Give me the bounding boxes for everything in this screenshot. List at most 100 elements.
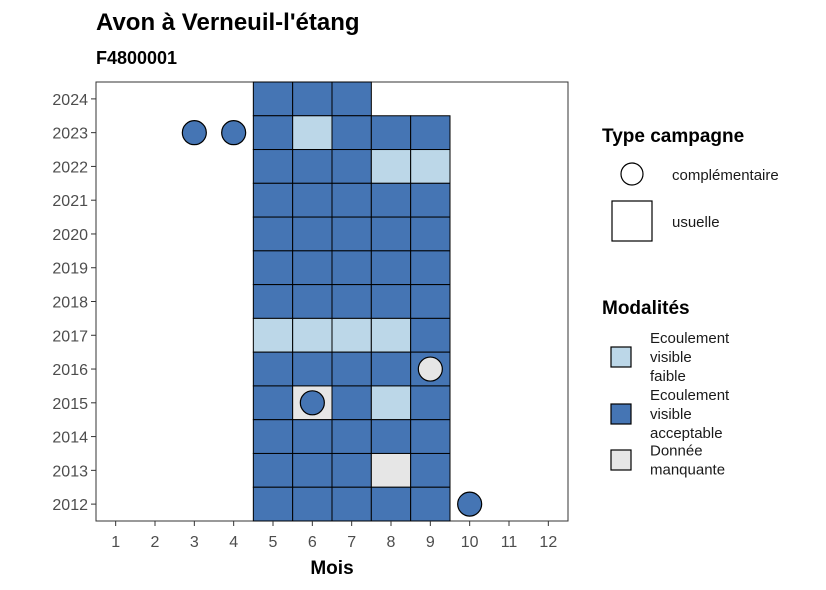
point-2016-9 — [417, 356, 443, 382]
cell-2014-7 — [331, 419, 372, 454]
cell-2019-9 — [410, 250, 451, 286]
legend-label-faible: Ecoulement visible faible — [650, 330, 730, 385]
legend-type-complementaire: complémentaire — [672, 167, 779, 184]
y-tick-label: 2018 — [52, 295, 88, 312]
legend-modalites: Modalités Ecoulement visible faibleEcoulem… — [602, 298, 730, 479]
cell-2024-6 — [292, 81, 333, 117]
legend-key-manquante — [610, 449, 632, 471]
y-tick-label: 2015 — [52, 396, 88, 413]
x-tick-label: 3 — [190, 534, 199, 551]
cell-2023-7 — [331, 115, 372, 151]
cell-2020-8 — [370, 216, 412, 252]
cell-2023-9 — [410, 115, 451, 151]
y-tick-label: 2013 — [52, 463, 88, 480]
cell-2021-7 — [331, 182, 372, 218]
cell-2023-5 — [252, 115, 294, 151]
x-tick-label: 7 — [347, 534, 356, 551]
cell-2020-5 — [252, 216, 294, 252]
cell-2021-8 — [370, 182, 412, 218]
point-2023-4 — [221, 120, 247, 146]
x-tick-label: 12 — [539, 534, 557, 551]
legend-circle-icon — [620, 162, 644, 186]
cell-2021-6 — [292, 182, 333, 218]
x-axis-title: Mois — [310, 558, 353, 579]
cell-2017-7 — [331, 317, 372, 353]
x-tick-label: 5 — [269, 534, 278, 551]
cell-2022-7 — [331, 149, 372, 184]
cell-2013-9 — [410, 452, 451, 488]
point-2023-3 — [181, 120, 207, 146]
cell-2015-5 — [252, 385, 294, 421]
cell-2013-7 — [331, 452, 372, 488]
point-2012-10 — [457, 491, 483, 517]
x-tick-label: 2 — [151, 534, 160, 551]
cell-2017-8 — [370, 317, 412, 353]
legend-label-manquante: Donnée manquante — [650, 443, 725, 479]
cell-2022-8 — [370, 149, 412, 184]
y-tick-label: 2021 — [52, 193, 88, 210]
y-tick-label: 2023 — [52, 126, 88, 143]
legend-key-acceptable — [610, 403, 632, 425]
cell-2017-5 — [252, 317, 294, 353]
y-tick-label: 2016 — [52, 362, 88, 379]
cell-2014-9 — [410, 419, 451, 454]
cell-2018-8 — [370, 284, 412, 319]
y-tick-label: 2012 — [52, 497, 88, 514]
x-tick-label: 10 — [461, 534, 479, 551]
cell-2015-7 — [331, 385, 372, 421]
cell-2015-8 — [370, 385, 412, 421]
legend-square-icon — [611, 200, 653, 242]
cell-2022-9 — [410, 149, 451, 184]
cell-2012-9 — [410, 486, 451, 522]
y-tick-label: 2014 — [52, 430, 88, 447]
legend-key-faible — [610, 346, 632, 368]
cell-2016-8 — [370, 351, 412, 387]
cell-2012-8 — [370, 486, 412, 522]
cell-2013-6 — [292, 452, 333, 488]
heatmap-cells — [252, 81, 451, 522]
cell-2014-5 — [252, 419, 294, 454]
y-tick-label: 2017 — [52, 328, 88, 345]
cell-2018-9 — [410, 284, 451, 319]
cell-2018-5 — [252, 284, 294, 319]
cell-2022-5 — [252, 149, 294, 184]
y-axis: 2012 2013 2014 2015 2016 2017 2018 2019 2020 2021… — [52, 92, 96, 514]
cell-2018-7 — [331, 284, 372, 319]
cell-2015-9 — [410, 385, 451, 421]
cell-2019-5 — [252, 250, 294, 286]
cell-2018-6 — [292, 284, 333, 319]
x-tick-label: 4 — [229, 534, 238, 551]
cell-2020-7 — [331, 216, 372, 252]
cell-2023-8 — [370, 115, 412, 151]
cell-2024-7 — [331, 81, 372, 117]
y-tick-label: 2020 — [52, 227, 88, 244]
x-tick-label: 6 — [308, 534, 317, 551]
x-tick-label: 8 — [387, 534, 396, 551]
cell-2016-6 — [292, 351, 333, 387]
cell-2020-6 — [292, 216, 333, 252]
cell-2021-5 — [252, 182, 294, 218]
cell-2012-5 — [252, 486, 294, 522]
y-tick-label: 2022 — [52, 159, 88, 176]
cell-2012-6 — [292, 486, 333, 522]
cell-2023-6 — [292, 115, 333, 151]
cell-2017-9 — [410, 317, 451, 353]
x-tick-label: 1 — [111, 534, 120, 551]
cell-2022-6 — [292, 149, 333, 184]
legend-type-title: Type campagne — [602, 126, 744, 147]
cell-2016-7 — [331, 351, 372, 387]
cell-2012-7 — [331, 486, 372, 522]
cell-2019-7 — [331, 250, 372, 286]
legend-type-usuelle: usuelle — [672, 214, 720, 231]
chart-title: Avon à Verneuil-l'étang — [96, 9, 360, 36]
cell-2019-8 — [370, 250, 412, 286]
legend-type-campagne: Type campagne complémentaire usuelle — [602, 126, 779, 242]
legend-modalites-title: Modalités — [602, 298, 690, 319]
cell-2019-6 — [292, 250, 333, 286]
cell-2014-8 — [370, 419, 412, 454]
x-tick-label: 11 — [501, 534, 518, 551]
cell-2017-6 — [292, 317, 333, 353]
complementaire-markers — [181, 120, 483, 517]
cell-2016-5 — [252, 351, 294, 387]
